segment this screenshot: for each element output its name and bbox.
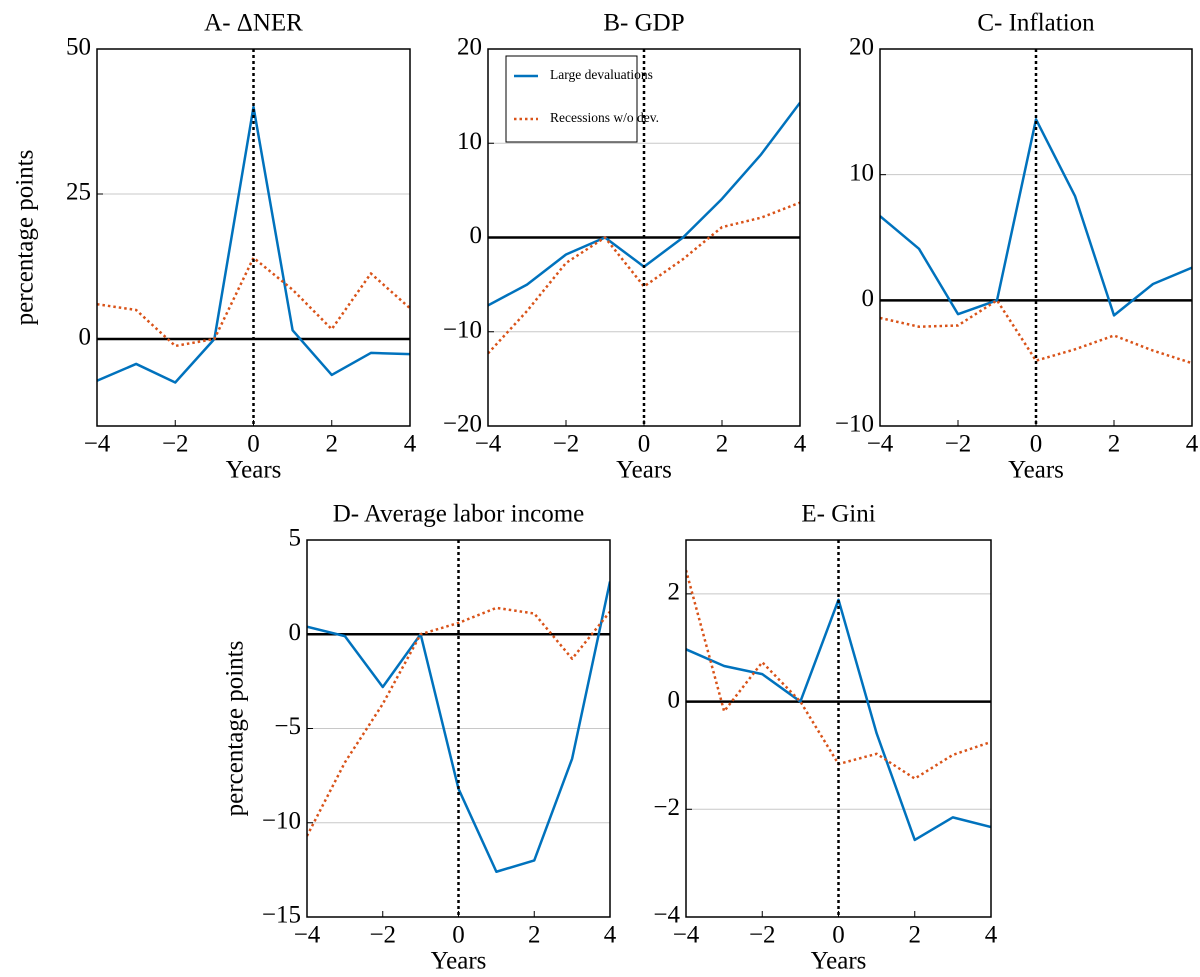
series-line [307, 606, 610, 837]
y-axis-label: percentage points [12, 150, 39, 326]
y-tick-label: 10 [457, 128, 482, 155]
x-tick-label: 4 [794, 431, 807, 458]
x-tick-label: 4 [604, 922, 617, 949]
y-tick-label: 5 [289, 525, 302, 552]
x-tick-label: −2 [162, 431, 189, 458]
legend-box [505, 55, 638, 143]
series-line [97, 105, 410, 384]
axes-frame [306, 539, 611, 918]
x-tick-label: 4 [404, 431, 417, 458]
chart-title: C- Inflation [977, 10, 1095, 37]
y-axis-label: percentage points [222, 641, 249, 817]
x-tick-label: 0 [247, 431, 260, 458]
y-tick-label: 0 [289, 619, 302, 646]
y-tick-label: 0 [470, 222, 483, 249]
x-tick-label: 0 [452, 922, 465, 949]
y-tick-label: −10 [262, 807, 301, 834]
y-tick-label: 0 [79, 324, 92, 351]
x-tick-label: −4 [673, 922, 700, 949]
series-line [686, 598, 991, 842]
series-line [880, 118, 1192, 317]
series-line [488, 201, 800, 355]
x-tick-label: −4 [867, 431, 894, 458]
chart-title: A- ΔNER [204, 10, 303, 37]
chart-title: E- Gini [801, 501, 875, 528]
x-axis-label: Years [431, 948, 487, 975]
y-tick-label: 0 [862, 285, 875, 312]
y-tick-label: −10 [443, 316, 482, 343]
x-axis-label: Years [811, 948, 867, 975]
x-axis-label: Years [1008, 457, 1064, 484]
y-tick-label: −10 [835, 411, 874, 438]
x-tick-label: 0 [638, 431, 651, 458]
legend-label: Large devaluations [550, 67, 653, 82]
x-tick-label: 2 [326, 431, 339, 458]
y-tick-label: −4 [653, 902, 680, 929]
x-tick-label: 2 [528, 922, 541, 949]
x-tick-label: −4 [294, 922, 321, 949]
series-line [97, 256, 410, 348]
y-tick-label: −2 [653, 794, 680, 821]
y-tick-label: 50 [66, 34, 91, 61]
x-tick-label: −2 [749, 922, 776, 949]
chart-title: D- Average labor income [333, 501, 585, 528]
y-tick-label: −5 [274, 713, 301, 740]
chart-title: B- GDP [603, 10, 684, 37]
x-tick-label: 2 [909, 922, 922, 949]
x-tick-label: −4 [475, 431, 502, 458]
x-axis-label: Years [226, 457, 282, 484]
axes-frame [487, 48, 801, 427]
y-tick-label: −20 [443, 411, 482, 438]
y-tick-label: 10 [849, 159, 874, 186]
y-tick-label: 20 [457, 34, 482, 61]
y-tick-label: 25 [66, 179, 91, 206]
axes-frame [96, 48, 411, 427]
x-axis-label: Years [616, 457, 672, 484]
x-tick-label: −2 [369, 922, 396, 949]
axes-frame [685, 539, 992, 918]
x-tick-label: −2 [945, 431, 972, 458]
x-tick-label: −4 [84, 431, 111, 458]
x-tick-label: 0 [832, 922, 845, 949]
x-tick-label: 0 [1030, 431, 1043, 458]
y-tick-label: 2 [668, 579, 681, 606]
axes-frame [879, 48, 1193, 427]
x-tick-label: 2 [1108, 431, 1121, 458]
x-tick-label: −2 [553, 431, 580, 458]
x-tick-label: 4 [985, 922, 998, 949]
y-tick-label: −15 [262, 902, 301, 929]
x-tick-label: 4 [1186, 431, 1199, 458]
y-tick-label: 0 [668, 686, 681, 713]
x-tick-label: 2 [716, 431, 729, 458]
legend-label: Recessions w/o dev. [550, 110, 659, 125]
y-tick-label: 20 [849, 34, 874, 61]
